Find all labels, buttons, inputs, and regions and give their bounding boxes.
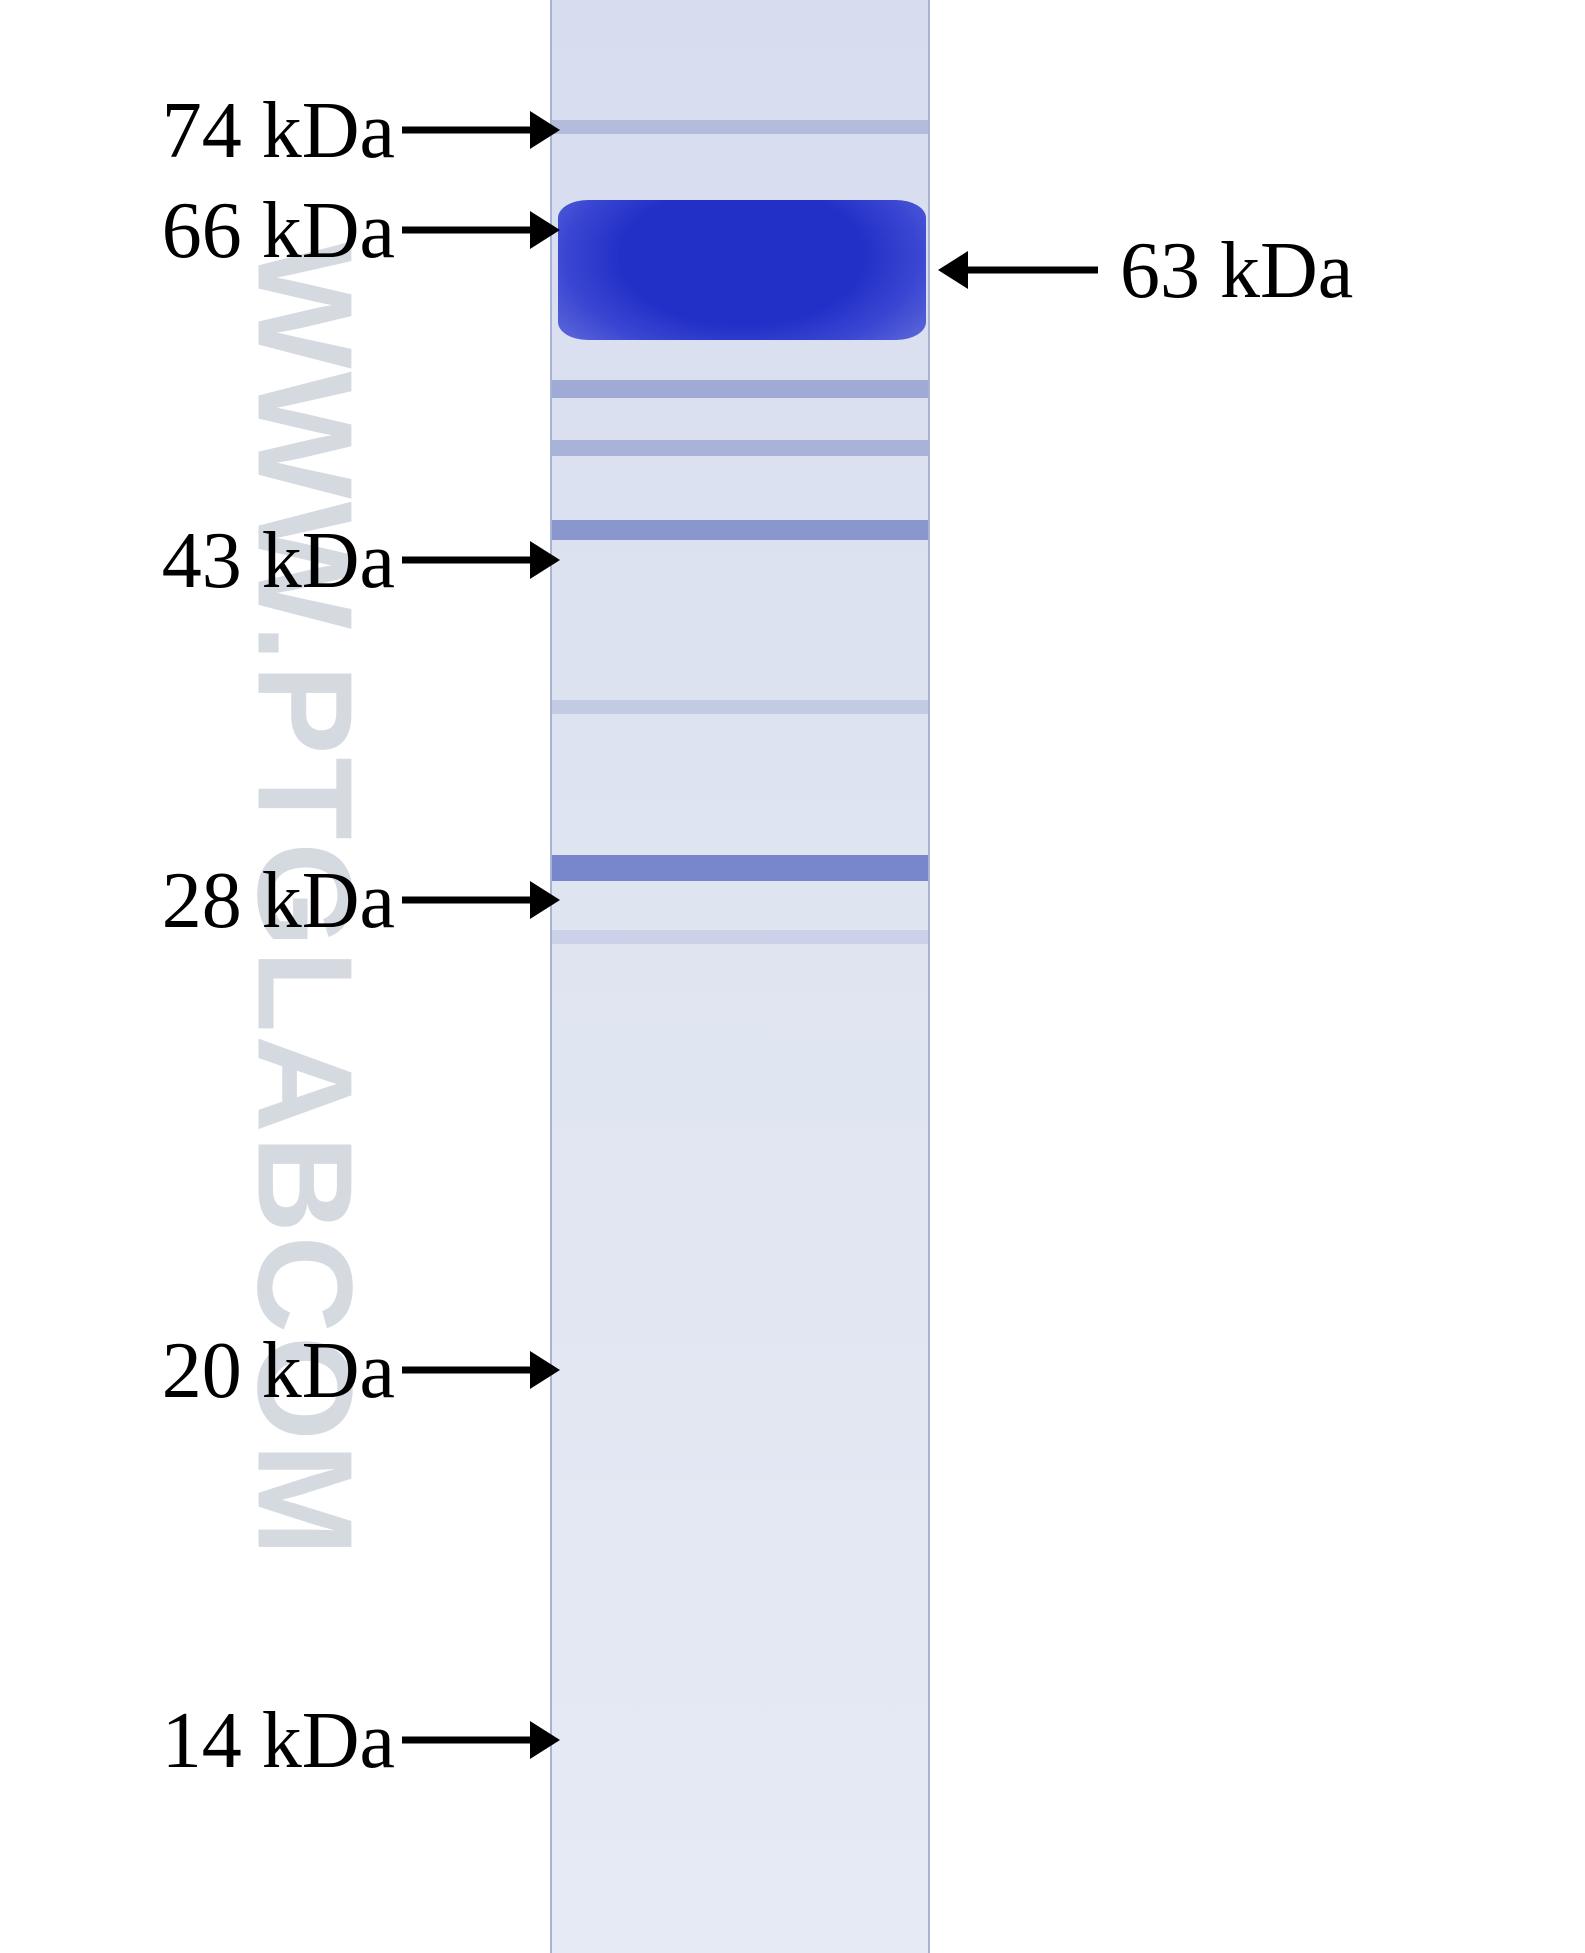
gel-band	[552, 440, 928, 456]
arrow-right-icon	[400, 1347, 564, 1393]
gel-lane	[550, 0, 930, 1953]
arrow-right-icon	[400, 107, 564, 153]
gel-band	[552, 120, 928, 134]
mw-marker-label: 20 kDa	[162, 1326, 395, 1417]
mw-marker-label: 28 kDa	[162, 856, 395, 947]
mw-marker-label: 66 kDa	[162, 186, 395, 277]
mw-marker-label: 74 kDa	[162, 86, 395, 177]
target-band-label: 63 kDa	[1120, 226, 1353, 317]
gel-band	[552, 520, 928, 540]
arrow-right-icon	[400, 877, 564, 923]
mw-marker-label: 43 kDa	[162, 516, 395, 607]
gel-band	[552, 930, 928, 944]
gel-band	[558, 200, 926, 340]
mw-marker-label: 14 kDa	[162, 1696, 395, 1787]
arrow-right-icon	[400, 537, 564, 583]
gel-band	[552, 855, 928, 881]
arrow-right-icon	[400, 207, 564, 253]
arrow-left-icon	[936, 247, 1100, 293]
gel-band	[552, 380, 928, 398]
arrow-right-icon	[400, 1717, 564, 1763]
gel-band	[552, 700, 928, 714]
